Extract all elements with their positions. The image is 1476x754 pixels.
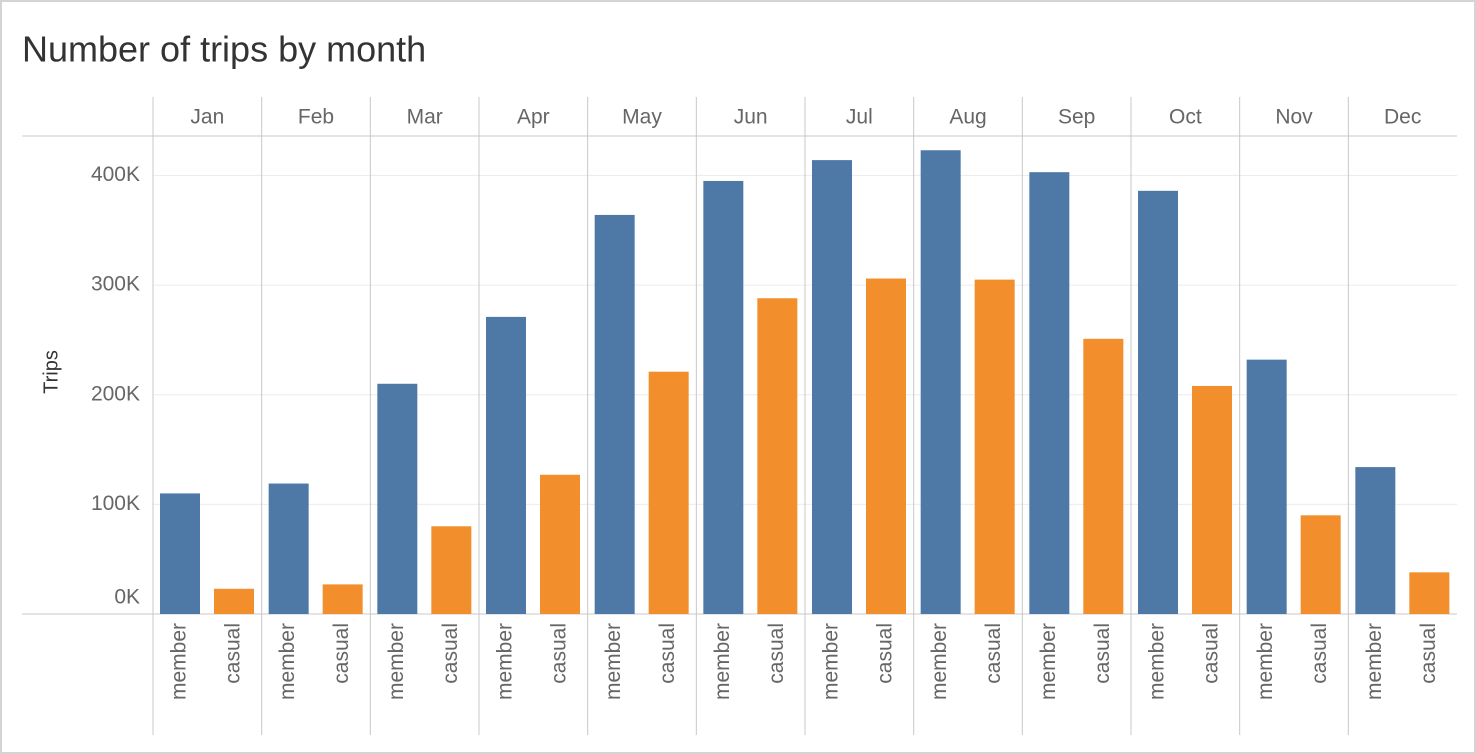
month-label: Aug [949,106,986,129]
series-label: member [276,623,299,700]
series-label: casual [439,623,462,684]
month-label: Apr [517,106,550,129]
series-label: casual [548,623,571,684]
series-label: casual [222,623,245,684]
bar [1246,359,1287,614]
y-axis-label: Trips [40,350,62,394]
bar [920,150,961,614]
bar [1409,572,1450,614]
bar [486,316,526,614]
y-tick-label: 300K [91,273,140,296]
bar [1300,515,1341,614]
y-tick-label: 200K [91,382,140,405]
bar [974,279,1015,614]
month-label: Dec [1384,106,1421,129]
bar [431,526,472,614]
series-label: member [494,623,517,700]
series-label: member [820,623,843,700]
bar [594,214,635,614]
month-label: Oct [1169,106,1202,129]
bar [757,298,798,614]
series-label: member [1363,623,1386,700]
bar [377,383,418,614]
series-label: member [711,623,734,700]
bar [1192,385,1232,614]
month-label: Nov [1275,106,1313,129]
month-label: Mar [407,106,443,129]
bar [160,493,200,614]
bar [1138,190,1178,614]
bar [1083,338,1124,614]
series-label: member [602,623,625,700]
series-label: casual [765,623,788,684]
bar [1355,467,1396,614]
series-label: member [928,623,951,700]
y-tick-label: 100K [91,492,140,515]
bar [866,278,906,614]
month-label: Jun [734,106,768,129]
series-label: member [1146,623,1169,700]
chart-title: Number of trips by month [22,29,426,70]
series-label: casual [874,623,897,684]
series-label: member [1037,623,1060,700]
series-label: casual [1308,623,1331,684]
bar [1029,172,1070,614]
bar [322,584,363,614]
series-label: casual [982,623,1005,684]
bar [812,160,852,614]
bar [540,474,580,614]
y-tick-label: 400K [91,163,140,186]
bar [648,371,689,614]
month-label: Jul [846,106,873,129]
series-label: casual [1417,623,1440,684]
month-label: Sep [1058,106,1095,129]
series-label: member [1254,623,1277,700]
series-label: casual [1091,623,1114,684]
month-label: Feb [298,106,334,129]
series-label: member [385,623,408,700]
series-label: casual [330,623,353,684]
y-tick-label: 0K [114,586,140,609]
bar [268,483,309,614]
series-label: member [168,623,191,700]
bar [214,588,254,614]
series-label: casual [1200,623,1223,684]
series-label: casual [656,623,679,684]
month-label: May [622,106,662,129]
month-label: Jan [190,106,224,129]
bar [703,180,744,615]
